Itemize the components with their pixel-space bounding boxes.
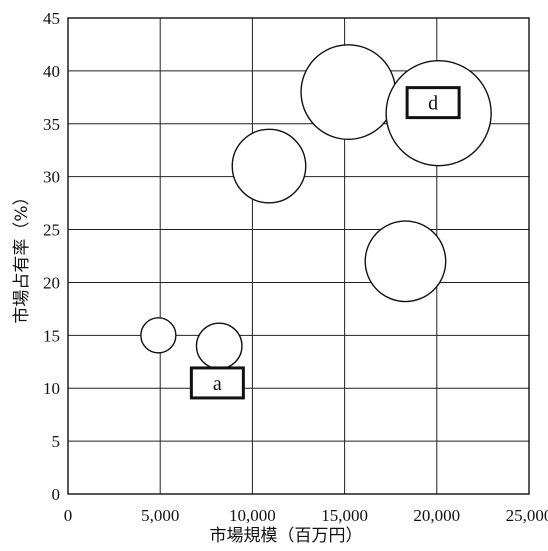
- bubbles: [140, 44, 492, 370]
- bubble: [140, 317, 177, 354]
- annotation-label: d: [428, 93, 438, 115]
- y-tick-label: 0: [52, 485, 61, 504]
- annotation-label: a: [213, 373, 222, 395]
- annotation-box: [189, 366, 245, 400]
- y-tick-label: 10: [43, 379, 60, 398]
- x-tick-label: 0: [64, 506, 73, 525]
- y-tick-label: 45: [43, 9, 60, 28]
- y-tick-label: 15: [43, 326, 60, 345]
- bubble: [364, 220, 447, 303]
- annotation-box: [405, 86, 461, 120]
- y-tick-label: 40: [43, 62, 60, 81]
- x-tick-label: 5,000: [141, 506, 179, 525]
- x-tick-label: 15,000: [321, 506, 368, 525]
- x-axis-title: 市場規模（百万円）: [210, 526, 363, 546]
- y-tick-label: 25: [43, 221, 60, 240]
- plot-frame: [67, 17, 530, 495]
- bubble: [300, 44, 397, 140]
- x-tick-label: 10,000: [229, 506, 276, 525]
- bubble: [195, 322, 243, 370]
- bubble: [231, 128, 307, 204]
- x-tick-label: 25,000: [506, 506, 548, 525]
- y-tick-label: 35: [43, 115, 60, 134]
- x-tick-label: 20,000: [413, 506, 460, 525]
- annotations: ad: [189, 86, 461, 400]
- y-axis-title: 市場占有率（%）: [12, 188, 32, 323]
- y-tick-label: 30: [43, 168, 60, 187]
- y-tick-label: 5: [52, 432, 61, 451]
- tick-labels: 0 5,000 10,000 15,000 20,000 25,000 0 5 10 15 20 25…: [43, 9, 548, 525]
- plot-border: [67, 17, 530, 495]
- y-tick-label: 20: [43, 273, 60, 292]
